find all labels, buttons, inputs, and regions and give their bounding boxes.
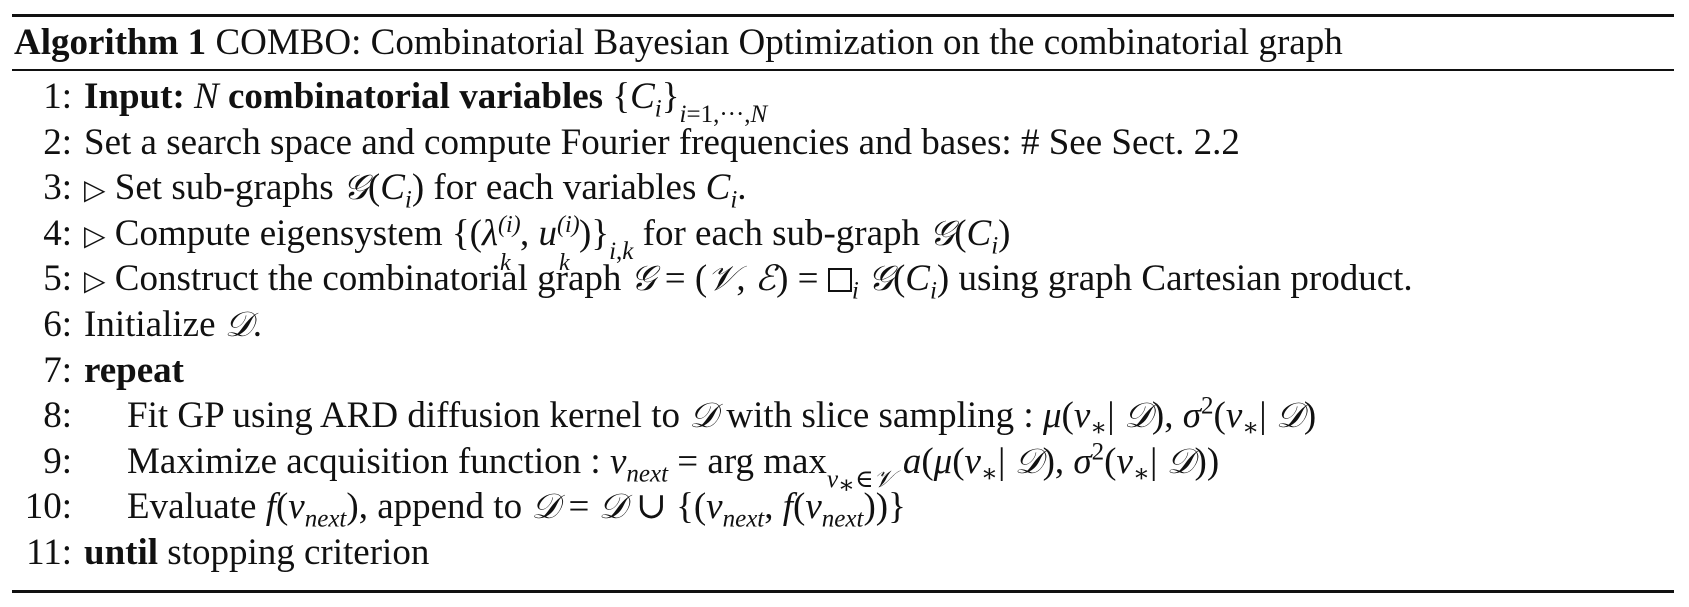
line-text: Initialize bbox=[84, 303, 216, 345]
math-graph-product: 𝒢 = (𝒱, ℰ) = i 𝒢(Ci) bbox=[630, 258, 950, 305]
math-evaluate: f(vnext) bbox=[265, 486, 359, 533]
line-number: 8: bbox=[43, 395, 72, 437]
line-number: 11: bbox=[26, 531, 72, 573]
math-Ci: Ci. bbox=[705, 167, 747, 214]
line-number: 1: bbox=[43, 76, 72, 117]
algorithm-title: Algorithm 1 COMBO: Combinatorial Bayesia… bbox=[12, 17, 1674, 69]
line-number: 3: bbox=[43, 167, 72, 209]
title-rule bbox=[12, 69, 1674, 71]
algorithm-line-11: 11: until stopping criterion bbox=[12, 530, 1674, 576]
line-body: Set a search space and compute Fourier f… bbox=[84, 121, 1240, 163]
algorithm-line-2: 2: Set a search space and compute Fourie… bbox=[12, 120, 1674, 166]
line-text: Maximize acquisition function : bbox=[127, 440, 601, 482]
algorithm-line-10: 10: Evaluate f(vnext), append to 𝒟 = 𝒟 ∪… bbox=[12, 484, 1674, 531]
math-argmax: vnext = arg maxv∗∈𝒱 a(μ(v∗| 𝒟), σ2(v∗| 𝒟… bbox=[609, 438, 1220, 500]
algorithm-title-text: COMBO: Combinatorial Bayesian Optimizati… bbox=[215, 22, 1343, 63]
line-number: 4: bbox=[43, 212, 72, 254]
line-number: 6: bbox=[43, 303, 72, 345]
algorithm-box: Algorithm 1 COMBO: Combinatorial Bayesia… bbox=[12, 14, 1674, 593]
line-text: for each sub-graph bbox=[642, 212, 921, 254]
math-D: 𝒟. bbox=[224, 303, 262, 345]
line-text: Construct the combinatorial graph bbox=[114, 258, 622, 300]
line-text: Fit GP using ARD diffusion kernel to bbox=[127, 395, 680, 437]
line-body: ▷ Set sub-graphs 𝒢(Ci) for each variable… bbox=[84, 165, 747, 213]
algorithm-line-1: 1: Input: N combinatorial variables {Ci}… bbox=[12, 74, 1674, 129]
input-keyword: Input: bbox=[84, 76, 185, 117]
line-body: Input: N combinatorial variables {Ci}i=1… bbox=[84, 74, 768, 129]
line-text: for each variables bbox=[433, 167, 697, 209]
line-text: stopping criterion bbox=[167, 531, 430, 573]
comment-triangle-icon: ▷ bbox=[84, 264, 106, 298]
line-text: Evaluate bbox=[127, 486, 257, 528]
algorithm-line-4: 4: ▷ Compute eigensystem {(λ (i) k, u (i) k)… bbox=[12, 211, 1674, 276]
input-description: combinatorial variables bbox=[227, 76, 604, 117]
math-subgraph: 𝒢(Ci) bbox=[929, 212, 1011, 260]
cartesian-box-icon bbox=[827, 268, 852, 293]
line-body: until stopping criterion bbox=[84, 530, 429, 576]
line-number: 5: bbox=[43, 258, 72, 300]
algorithm-line-9: 9: Maximize acquisition function : vnext… bbox=[12, 438, 1674, 500]
line-body: Evaluate f(vnext), append to 𝒟 = 𝒟 ∪ {(v… bbox=[127, 484, 906, 531]
math-subgraph: 𝒢(Ci) bbox=[342, 167, 425, 214]
line-number: 10: bbox=[24, 486, 72, 528]
math-update: 𝒟 = 𝒟 ∪ {(vnext, f(vnext))} bbox=[531, 486, 906, 533]
algorithm-lines: 1: Input: N combinatorial variables {Ci}… bbox=[12, 71, 1674, 576]
line-body: repeat bbox=[84, 348, 184, 394]
comment-triangle-icon: ▷ bbox=[84, 218, 106, 252]
algorithm-line-7: 7: repeat bbox=[12, 348, 1674, 394]
repeat-keyword: repeat bbox=[84, 349, 184, 391]
line-body: ▷ Compute eigensystem {(λ (i) k, u (i) k)}i,… bbox=[84, 211, 1011, 276]
algorithm-line-6: 6: Initialize 𝒟. bbox=[12, 302, 1674, 348]
line-text: Set sub-graphs bbox=[114, 167, 334, 209]
line-number: 7: bbox=[43, 349, 72, 391]
line-text: using graph Cartesian product. bbox=[958, 258, 1413, 300]
line-number: 9: bbox=[43, 440, 72, 482]
algorithm-line-5: 5: ▷ Construct the combinatorial graph 𝒢… bbox=[12, 256, 1674, 304]
math-posterior: μ(v∗| 𝒟), σ2(v∗| 𝒟) bbox=[1042, 392, 1317, 442]
comment-triangle-icon: ▷ bbox=[84, 173, 106, 207]
line-text: , append to bbox=[358, 486, 523, 528]
until-keyword: until bbox=[84, 531, 159, 573]
algorithm-line-8: 8: Fit GP using ARD diffusion kernel to … bbox=[12, 392, 1674, 442]
line-text: Compute eigensystem bbox=[114, 212, 443, 254]
line-body: ▷ Construct the combinatorial graph 𝒢 = … bbox=[84, 256, 1413, 304]
line-text: with slice sampling : bbox=[726, 395, 1034, 437]
math-eigensystem: {(λ (i) k, u (i) k)}i,k bbox=[451, 211, 634, 276]
math-D: 𝒟 bbox=[689, 396, 718, 437]
math-N: N bbox=[194, 76, 219, 117]
line-body: Fit GP using ARD diffusion kernel to 𝒟 w… bbox=[127, 392, 1317, 442]
line-body: Initialize 𝒟. bbox=[84, 302, 262, 349]
algorithm-line-3: 3: ▷ Set sub-graphs 𝒢(Ci) for each varia… bbox=[12, 165, 1674, 213]
bottom-rule bbox=[12, 589, 1674, 593]
top-rule bbox=[12, 14, 1674, 17]
line-number: 2: bbox=[43, 121, 72, 163]
math-variable-set: {Ci}i=1,···,N bbox=[612, 76, 768, 129]
algorithm-label: Algorithm 1 bbox=[14, 22, 207, 63]
line-body: Maximize acquisition function : vnext = … bbox=[127, 438, 1220, 500]
